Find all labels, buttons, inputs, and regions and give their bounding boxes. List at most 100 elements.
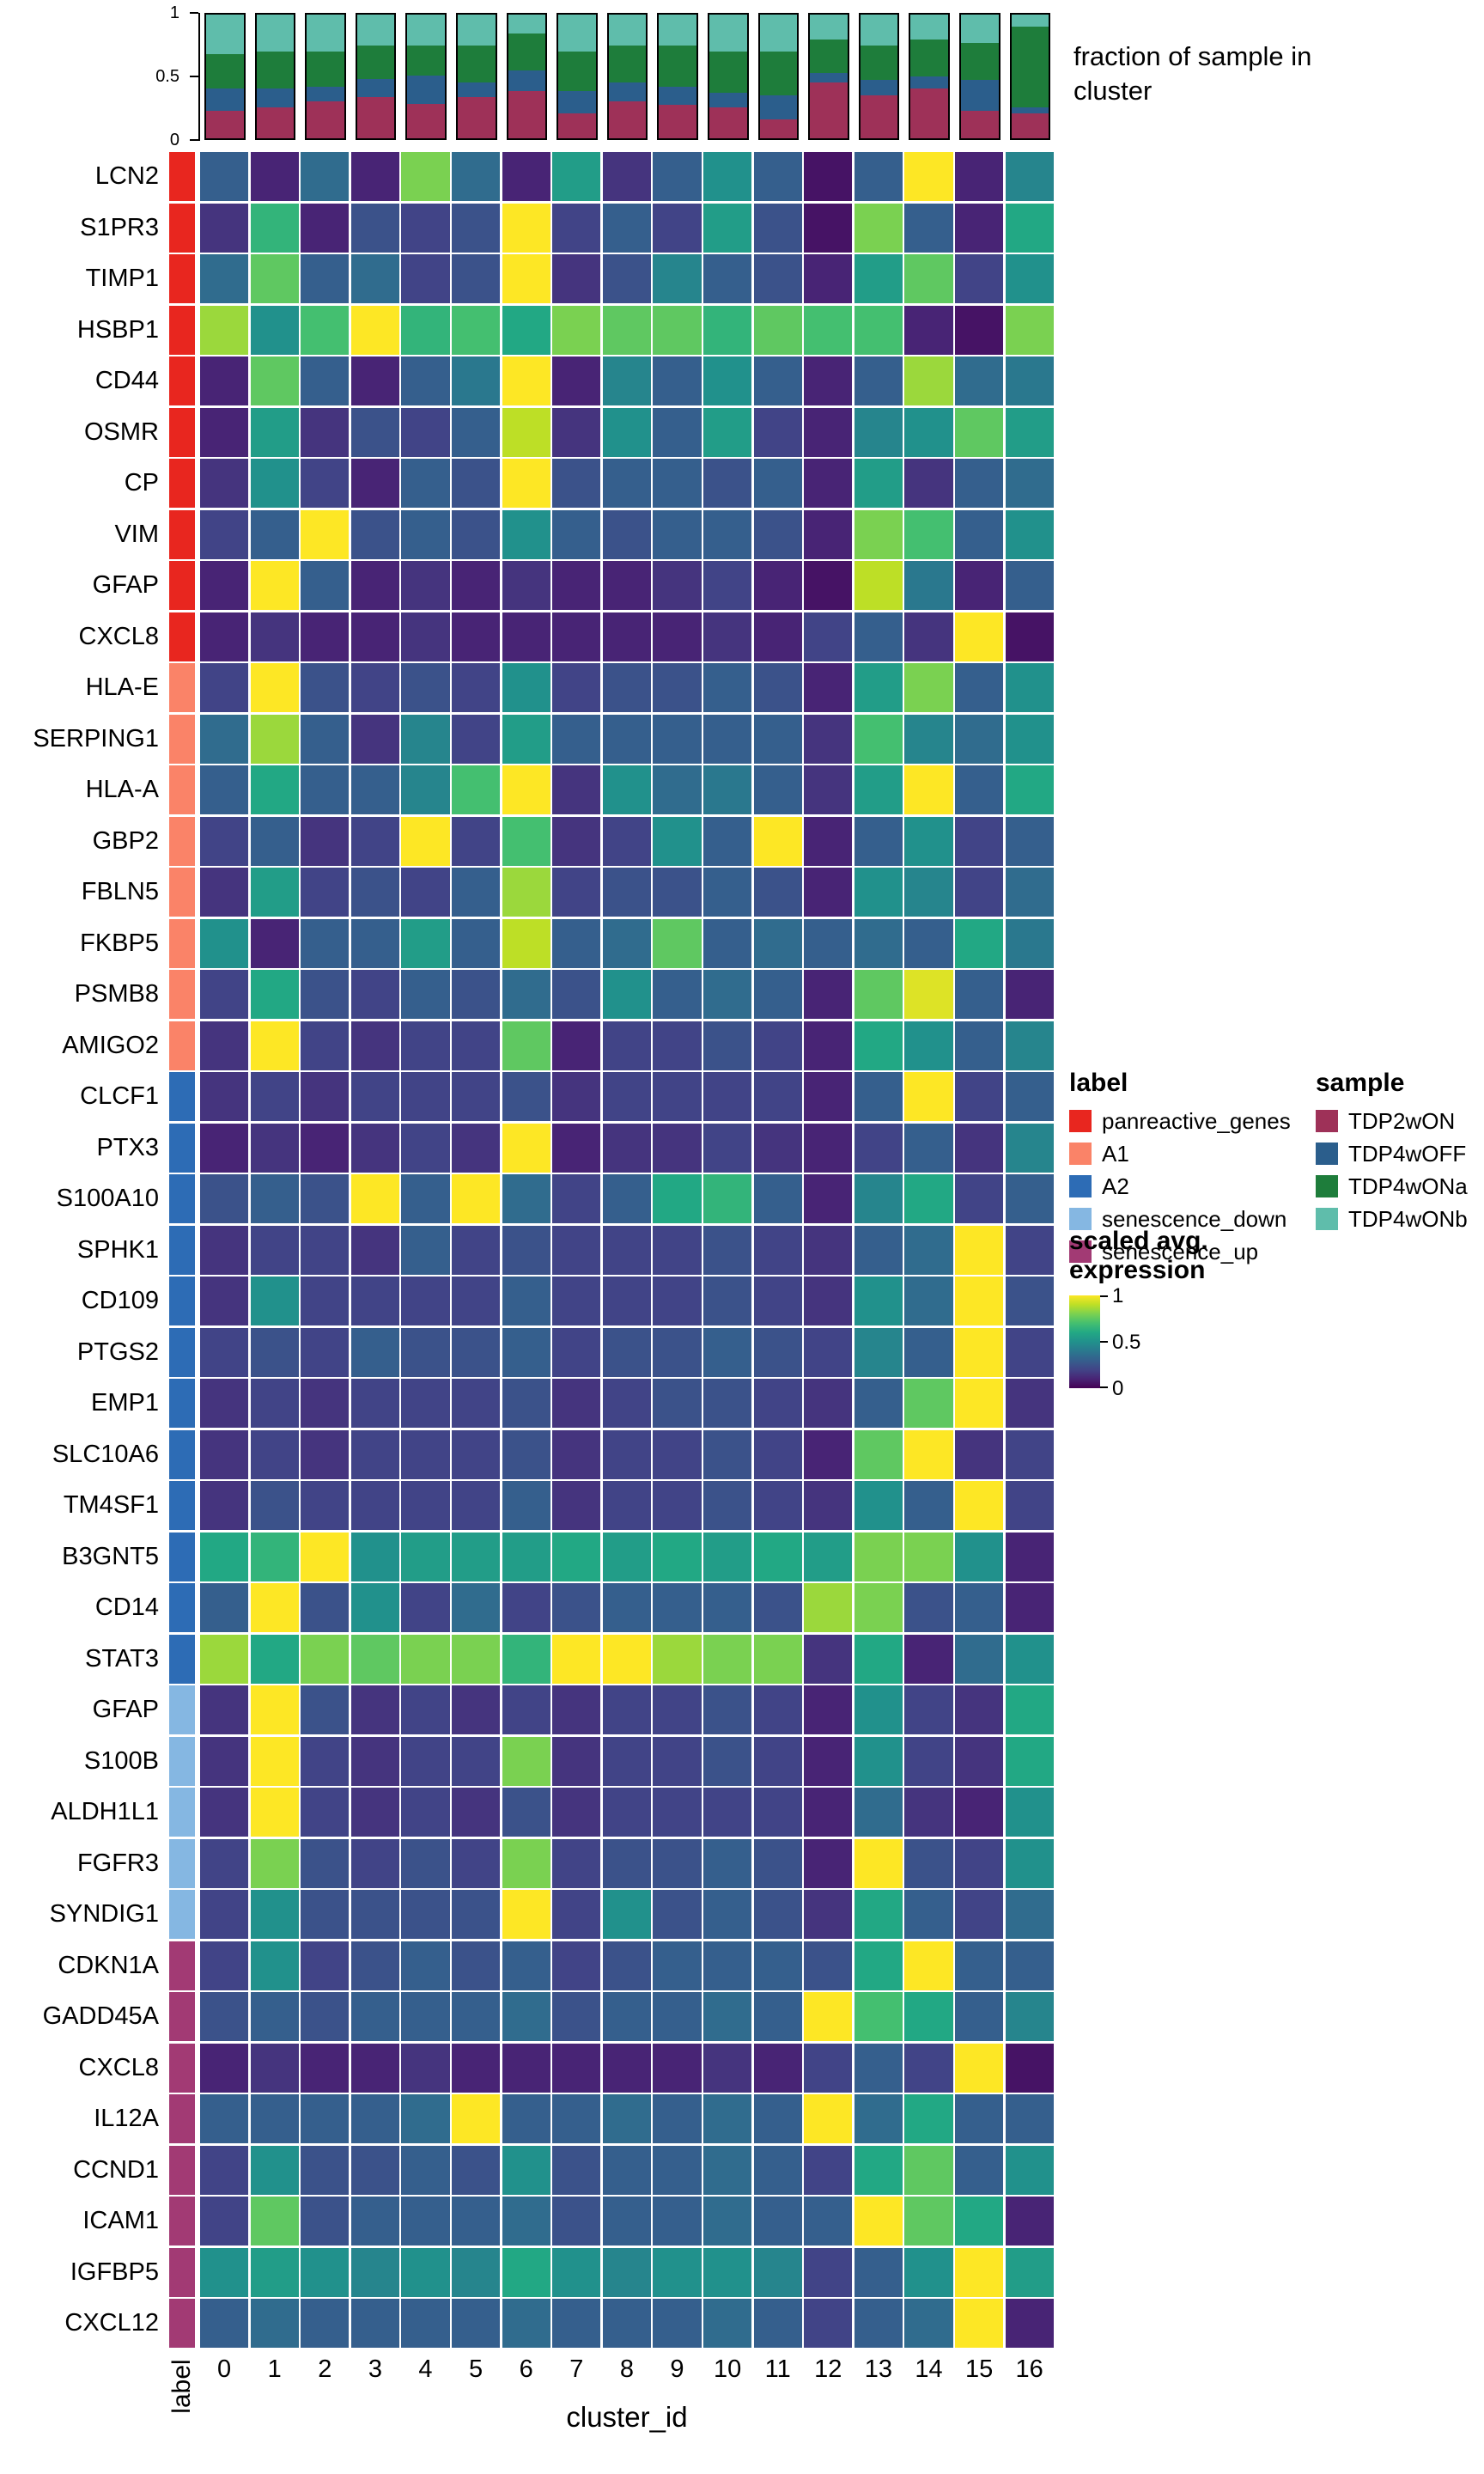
- heatmap-cell: [753, 1072, 802, 1122]
- row-group-swatch-A1: [169, 1021, 195, 1070]
- heatmap-cell: [200, 1481, 249, 1531]
- heatmap-cell: [955, 1429, 1004, 1479]
- row-group-swatch-senescence_down: [169, 1838, 195, 1888]
- bar-segment-TDP2wON: [256, 107, 295, 138]
- heatmap-cell: [955, 459, 1004, 509]
- heatmap-cell: [452, 1838, 501, 1888]
- heatmap-cell: [804, 2043, 853, 2093]
- heatmap-cell: [602, 663, 651, 713]
- heatmap-cell: [804, 612, 853, 661]
- heatmap-cell: [804, 1327, 853, 1377]
- heatmap-cell: [452, 714, 501, 764]
- heatmap-cell: [552, 1481, 601, 1531]
- heatmap-cell: [301, 918, 350, 968]
- heatmap-cell: [301, 1838, 350, 1888]
- heatmap-cell: [401, 1277, 450, 1326]
- heatmap-cell: [753, 1225, 802, 1275]
- heatmap-cell: [1005, 2043, 1054, 2093]
- heatmap-cell: [502, 2094, 550, 2144]
- heatmap-cell: [1005, 152, 1054, 202]
- heatmap-cell: [804, 1481, 853, 1531]
- heatmap-cell: [502, 2145, 550, 2195]
- bar-segment-TDP2wON: [759, 119, 798, 138]
- heatmap-cell: [401, 918, 450, 968]
- heatmap-cell: [653, 714, 702, 764]
- heatmap-cell: [955, 1992, 1004, 2042]
- heatmap-cell: [200, 612, 249, 661]
- heatmap-cell: [350, 2043, 399, 2093]
- heatmap-cell: [653, 1277, 702, 1326]
- heatmap-cell: [854, 1532, 903, 1581]
- heatmap-cell: [502, 203, 550, 253]
- x-axis-title: cluster_id: [566, 2401, 688, 2433]
- colorbar-tick-mark: [1100, 1341, 1108, 1343]
- barchart-ytick-mark: [190, 12, 198, 14]
- heatmap-cell: [904, 816, 953, 866]
- heatmap-cell: [955, 1532, 1004, 1581]
- bar-segment-TDP4wOFF: [206, 88, 244, 112]
- heatmap-cell: [753, 714, 802, 764]
- heatmap-cell: [452, 1736, 501, 1786]
- heatmap-cell: [1005, 459, 1054, 509]
- fraction-bar-cluster-2: [305, 13, 346, 140]
- heatmap-cell: [552, 1890, 601, 1940]
- heatmap-cell: [804, 765, 853, 815]
- heatmap-cell: [350, 1174, 399, 1224]
- heatmap-cell: [250, 1429, 299, 1479]
- bar-segment-TDP4wONa: [206, 54, 244, 89]
- heatmap-cell: [200, 1225, 249, 1275]
- heatmap-cell: [904, 2299, 953, 2349]
- heatmap-cell: [200, 356, 249, 406]
- row-group-swatch-A2: [169, 1583, 195, 1633]
- colorbar-tick-label: 1: [1112, 1284, 1124, 1307]
- heatmap-cell: [301, 2247, 350, 2297]
- heatmap-cell: [1005, 356, 1054, 406]
- heatmap-cell: [854, 203, 903, 253]
- heatmap-cell: [703, 1992, 752, 2042]
- colorbar-tick-label: 0: [1112, 1377, 1124, 1400]
- heatmap-cell: [753, 1685, 802, 1735]
- row-group-swatch-A2: [169, 1634, 195, 1684]
- heatmap-cell: [401, 868, 450, 917]
- heatmap-cell: [401, 407, 450, 457]
- heatmap-cell: [804, 1174, 853, 1224]
- fraction-bar-cluster-8: [606, 13, 648, 140]
- heatmap-cell: [452, 2094, 501, 2144]
- heatmap-cell: [552, 356, 601, 406]
- heatmap-cell: [401, 1327, 450, 1377]
- label-legend-item-panreactive_genes: panreactive_genes: [1069, 1105, 1291, 1137]
- heatmap-cell: [653, 203, 702, 253]
- heatmap-cell: [552, 459, 601, 509]
- heatmap-cell: [703, 2043, 752, 2093]
- heatmap-cell: [854, 1941, 903, 1990]
- heatmap-cell: [753, 1277, 802, 1326]
- heatmap-cell: [653, 1941, 702, 1990]
- heatmap-cell: [301, 612, 350, 661]
- sample-legend-swatch-TDP4wONa: [1316, 1175, 1338, 1197]
- heatmap-cell: [301, 1583, 350, 1633]
- bar-segment-TDP4wOFF: [256, 88, 295, 107]
- heatmap-cell: [250, 816, 299, 866]
- heatmap-cell: [502, 714, 550, 764]
- heatmap-cell: [854, 765, 903, 815]
- gene-label-CP: CP: [124, 469, 159, 497]
- heatmap-cell: [854, 2247, 903, 2297]
- heatmap-cell: [703, 765, 752, 815]
- heatmap-cell: [401, 1174, 450, 1224]
- heatmap-cell: [452, 918, 501, 968]
- sample-legend-item-TDP2wON: TDP2wON: [1316, 1105, 1468, 1137]
- heatmap-cell: [250, 2247, 299, 2297]
- heatmap-cell: [401, 970, 450, 1020]
- fraction-bar-cluster-4: [405, 13, 447, 140]
- heatmap-cell: [753, 816, 802, 866]
- heatmap-cell: [401, 1890, 450, 1940]
- heatmap-cell: [904, 509, 953, 559]
- heatmap-cell: [401, 1838, 450, 1888]
- heatmap-cell: [401, 1225, 450, 1275]
- heatmap-cell: [904, 1992, 953, 2042]
- heatmap-cell: [250, 1685, 299, 1735]
- fraction-bar-cluster-11: [757, 13, 800, 140]
- heatmap-cell: [552, 1072, 601, 1122]
- bar-segment-TDP4wOFF: [1011, 107, 1049, 114]
- heatmap-cell: [804, 1072, 853, 1122]
